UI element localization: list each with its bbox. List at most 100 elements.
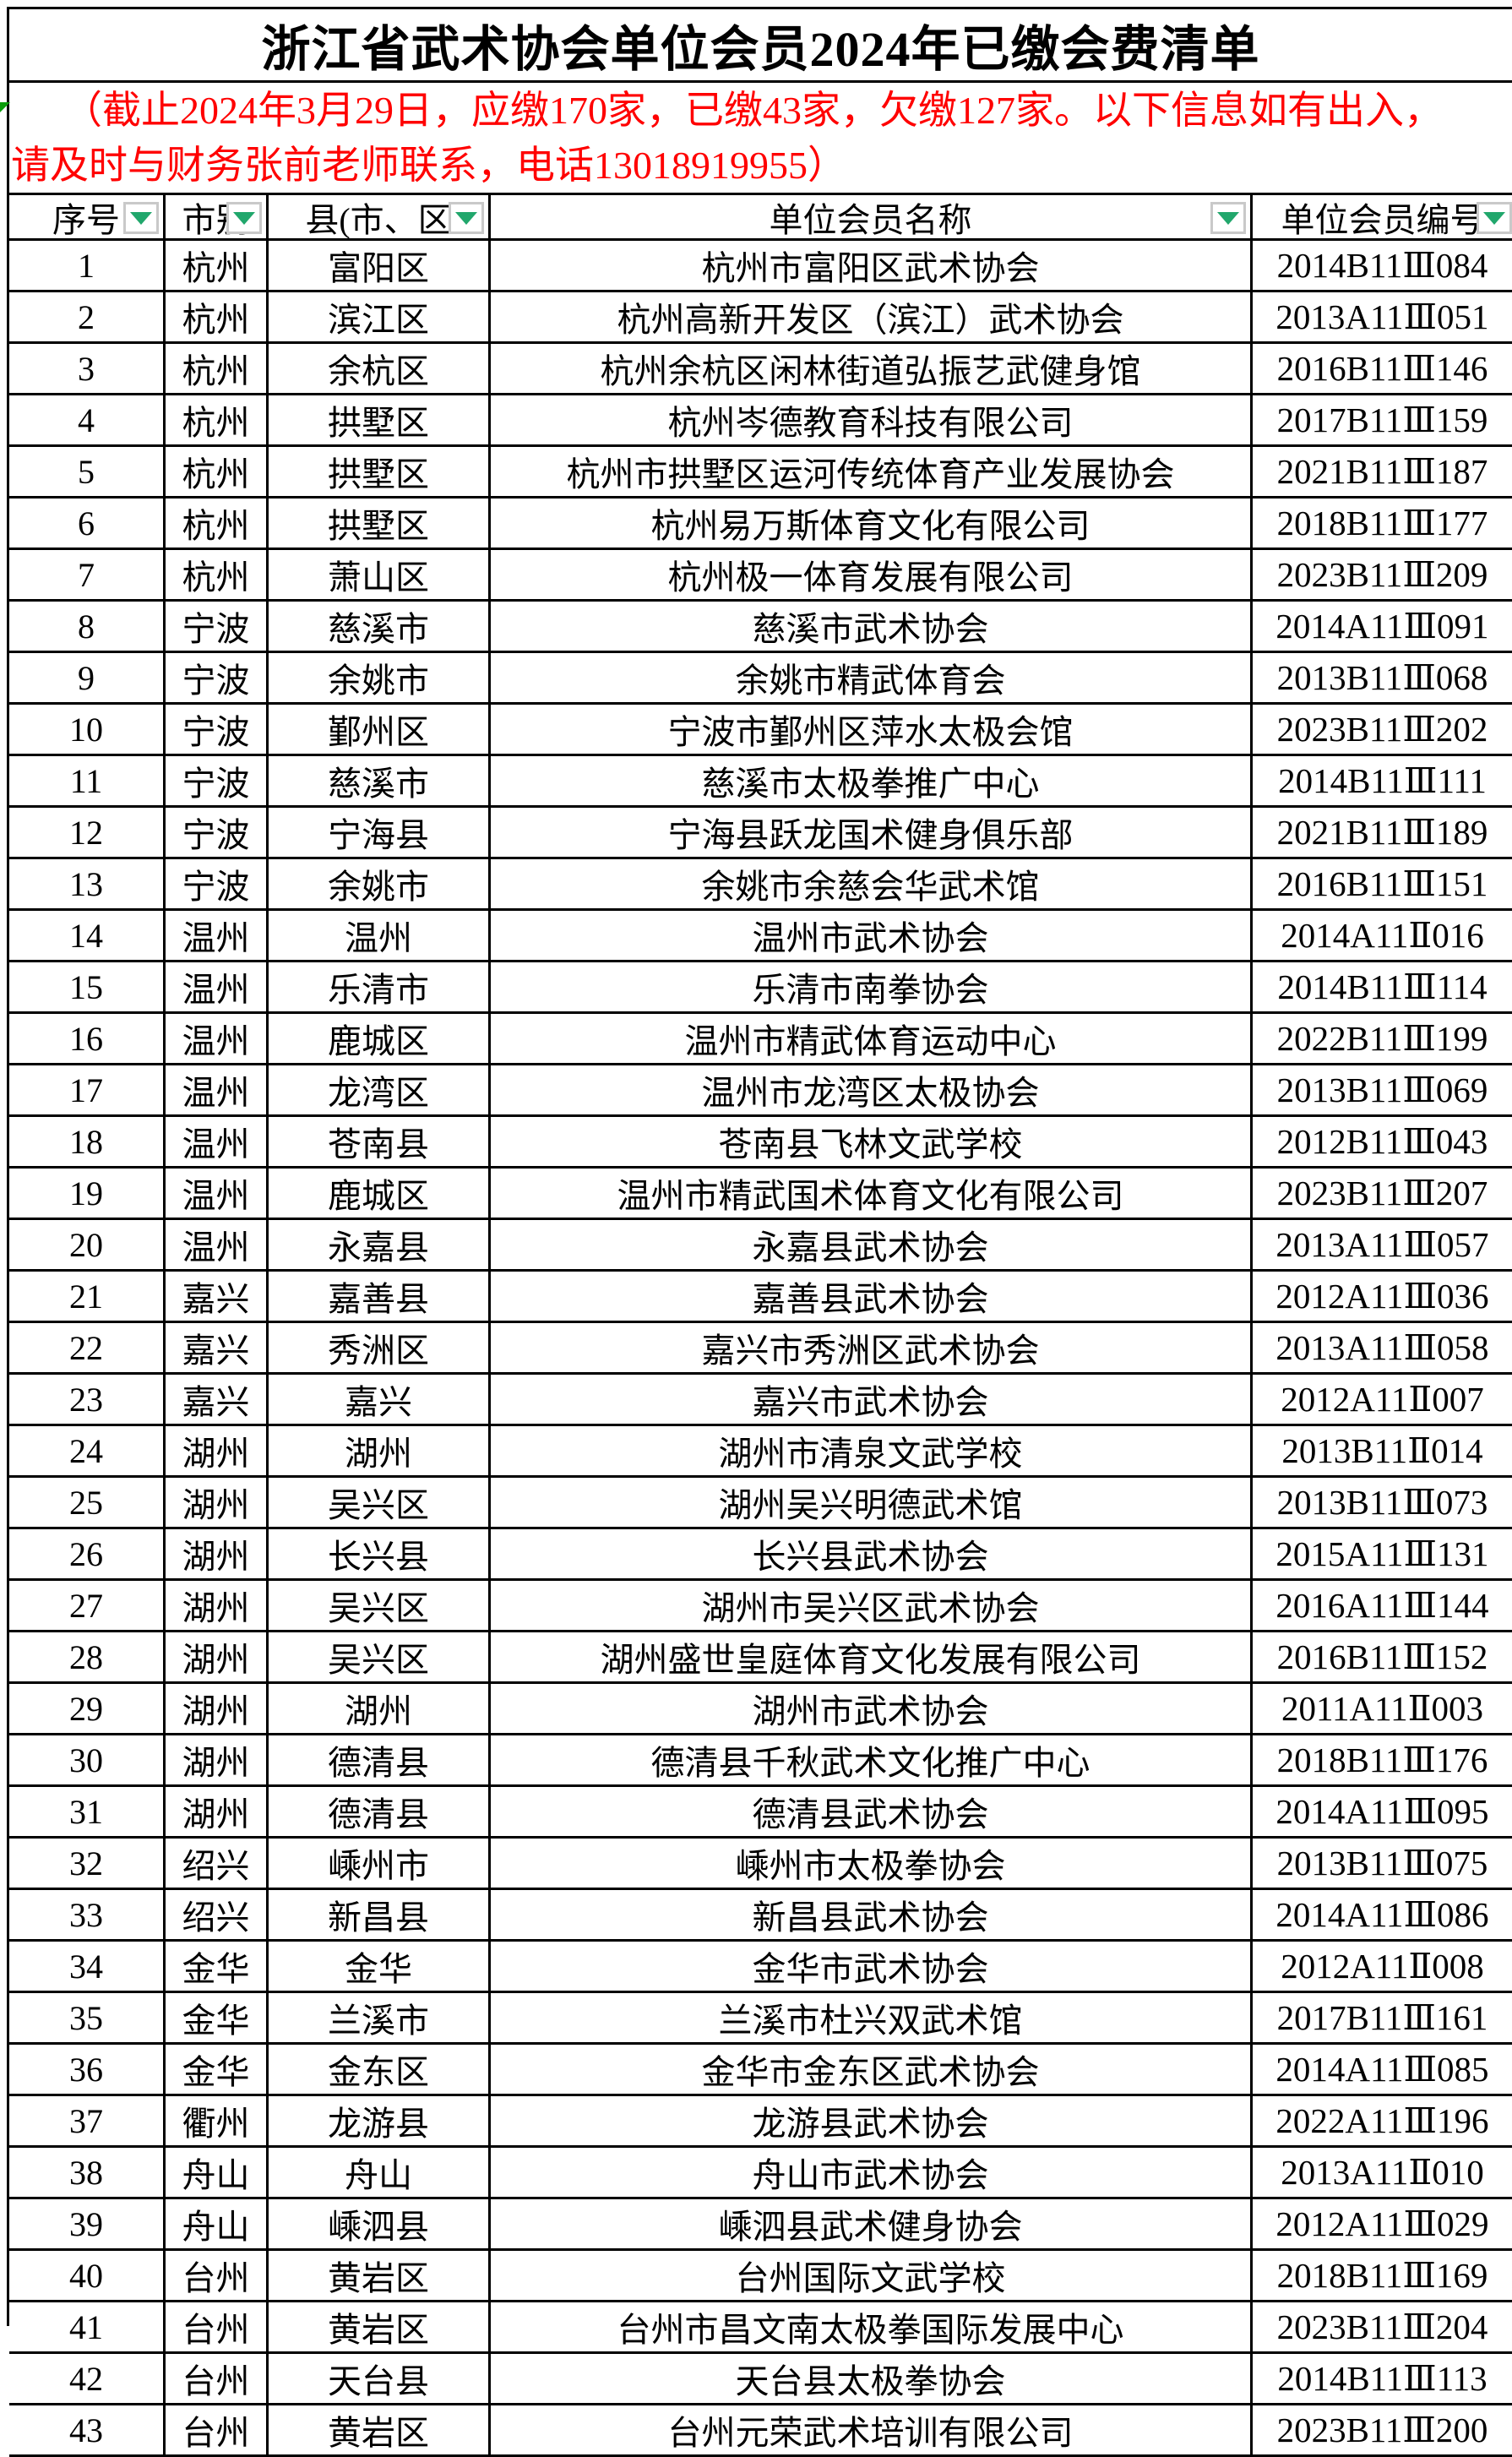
cell-no: 9	[9, 653, 166, 702]
cell-name: 金华市金东区武术协会	[491, 2045, 1253, 2094]
cell-name: 德清县武术协会	[491, 1787, 1253, 1836]
cell-code: 2013B11Ⅱ014	[1281, 1431, 1483, 1470]
table-row: 40 台州 黄岩区 台州国际文武学校 2018B11Ⅲ169	[9, 2251, 1512, 2302]
cell-name: 永嘉县武术协会	[491, 1220, 1253, 1269]
cell-name: 金华市武术协会	[491, 1942, 1253, 1991]
cell-no: 30	[9, 1735, 166, 1784]
cell-city: 湖州	[166, 1581, 269, 1630]
cell-code: 2017B11Ⅲ159	[1276, 400, 1488, 439]
cell-no: 43	[9, 2405, 166, 2454]
cell-name: 杭州岑德教育科技有限公司	[491, 395, 1253, 444]
cell-name: 嘉善县武术协会	[491, 1272, 1253, 1321]
cell-name: 温州市龙湾区太极协会	[491, 1065, 1253, 1114]
table-row: 36 金华 金东区 金华市金东区武术协会 2014A11Ⅲ085	[9, 2045, 1512, 2096]
filter-arrow-icon	[1217, 211, 1239, 225]
cell-city: 宁波	[166, 602, 269, 651]
cell-name: 嘉兴市武术协会	[491, 1375, 1253, 1424]
table-row: 33 绍兴 新昌县 新昌县武术协会 2014A11Ⅲ086	[9, 1890, 1512, 1942]
cell-code: 2013B11Ⅲ069	[1276, 1071, 1488, 1109]
table-row: 38 舟山 舟山 舟山市武术协会 2013A11Ⅱ010	[9, 2148, 1512, 2199]
cell-county: 永嘉县	[269, 1220, 491, 1269]
cell-no: 38	[9, 2148, 166, 2197]
cell-code: 2016B11Ⅲ146	[1276, 349, 1488, 388]
cell-code: 2013B11Ⅲ073	[1276, 1483, 1488, 1522]
cell-no: 19	[9, 1169, 166, 1218]
cell-no: 33	[9, 1890, 166, 1939]
cell-no: 4	[9, 395, 166, 444]
cell-city: 温州	[166, 962, 269, 1011]
cell-code: 2014B11Ⅲ084	[1276, 246, 1488, 285]
cell-code: 2013A11Ⅲ051	[1275, 297, 1489, 336]
filter-arrow-icon	[130, 211, 152, 225]
table-row: 9 宁波 余姚市 余姚市精武体育会 2013B11Ⅲ068	[9, 653, 1512, 705]
cell-city: 衢州	[166, 2096, 269, 2145]
column-header-county: 县(市、区	[269, 195, 491, 239]
cell-error-indicator-icon	[0, 102, 10, 112]
cell-city: 杭州	[166, 241, 269, 290]
cell-city: 嘉兴	[166, 1375, 269, 1424]
column-header-label: 序号	[52, 200, 120, 239]
cell-code: 2014A11Ⅲ091	[1275, 607, 1489, 646]
cell-county: 黄岩区	[269, 2405, 491, 2454]
cell-no: 25	[9, 1478, 166, 1527]
table-header-row: 序号 市别 县(市、区 单位会员名称 单位会员编号	[9, 195, 1512, 241]
cell-code: 2012A11Ⅲ029	[1275, 2204, 1489, 2243]
cell-name: 长兴县武术协会	[491, 1529, 1253, 1578]
table-row: 35 金华 兰溪市 兰溪市杜兴双武术馆 2017B11Ⅲ161	[9, 1993, 1512, 2045]
cell-city: 杭州	[166, 344, 269, 393]
column-header-code: 单位会员编号	[1253, 195, 1512, 239]
table-row: 37 衢州 龙游县 龙游县武术协会 2022A11Ⅲ196	[9, 2096, 1512, 2148]
cell-code: 2011A11Ⅱ003	[1281, 1689, 1483, 1728]
filter-arrow-icon	[1483, 211, 1505, 225]
filter-dropdown-button-city[interactable]	[226, 202, 262, 234]
cell-city: 宁波	[166, 653, 269, 702]
table-row: 42 台州 天台县 天台县太极拳协会 2014B11Ⅲ113	[9, 2354, 1512, 2405]
table-row: 11 宁波 慈溪市 慈溪市太极拳推广中心 2014B11Ⅲ111	[9, 756, 1512, 808]
cell-name: 湖州市清泉文武学校	[491, 1426, 1253, 1475]
cell-name: 乐清市南拳协会	[491, 962, 1253, 1011]
cell-city: 杭州	[166, 447, 269, 496]
table-row: 24 湖州 湖州 湖州市清泉文武学校 2013B11Ⅱ014	[9, 1426, 1512, 1478]
cell-name: 杭州高新开发区（滨江）武术协会	[491, 292, 1253, 341]
table-row: 16 温州 鹿城区 温州市精武体育运动中心 2022B11Ⅲ199	[9, 1014, 1512, 1065]
table-row: 32 绍兴 嵊州市 嵊州市太极拳协会 2013B11Ⅲ075	[9, 1839, 1512, 1890]
cell-name: 慈溪市太极拳推广中心	[491, 756, 1253, 805]
cell-no: 27	[9, 1581, 166, 1630]
filter-dropdown-button-code[interactable]	[1477, 202, 1512, 234]
cell-code: 2012B11Ⅲ043	[1276, 1122, 1488, 1161]
cell-code: 2013A11Ⅱ010	[1281, 2153, 1484, 2192]
cell-code: 2013B11Ⅲ075	[1276, 1844, 1488, 1882]
cell-county: 龙湾区	[269, 1065, 491, 1114]
column-header-city: 市别	[166, 195, 269, 239]
cell-city: 杭州	[166, 395, 269, 444]
table-row: 4 杭州 拱墅区 杭州岑德教育科技有限公司 2017B11Ⅲ159	[9, 395, 1512, 447]
cell-county: 吴兴区	[269, 1581, 491, 1630]
cell-no: 31	[9, 1787, 166, 1836]
cell-county: 萧山区	[269, 550, 491, 599]
cell-county: 拱墅区	[269, 395, 491, 444]
column-header-label: 单位会员编号	[1281, 200, 1484, 239]
cell-name: 杭州市富阳区武术协会	[491, 241, 1253, 290]
cell-code: 2021B11Ⅲ187	[1276, 452, 1488, 491]
cell-no: 14	[9, 911, 166, 960]
column-header-name: 单位会员名称	[491, 195, 1253, 239]
cell-city: 宁波	[166, 808, 269, 857]
cell-no: 13	[9, 859, 166, 908]
filter-dropdown-button-no[interactable]	[123, 202, 159, 234]
cell-county: 慈溪市	[269, 756, 491, 805]
cell-no: 8	[9, 602, 166, 651]
cell-city: 温州	[166, 1220, 269, 1269]
cell-county: 金东区	[269, 2045, 491, 2094]
cell-no: 32	[9, 1839, 166, 1888]
cell-county: 吴兴区	[269, 1632, 491, 1681]
cell-code: 2012A11Ⅱ008	[1281, 1947, 1484, 1986]
filter-dropdown-button-county[interactable]	[449, 202, 484, 234]
title-row: 浙江省武术协会单位会员2024年已缴会费清单	[9, 9, 1512, 83]
filter-dropdown-button-name[interactable]	[1210, 202, 1246, 234]
cell-code: 2023B11Ⅲ209	[1276, 555, 1488, 594]
cell-city: 湖州	[166, 1632, 269, 1681]
cell-code: 2013A11Ⅲ058	[1275, 1328, 1489, 1367]
cell-no: 36	[9, 2045, 166, 2094]
cell-code: 2022B11Ⅲ199	[1276, 1019, 1488, 1058]
cell-name: 舟山市武术协会	[491, 2148, 1253, 2197]
